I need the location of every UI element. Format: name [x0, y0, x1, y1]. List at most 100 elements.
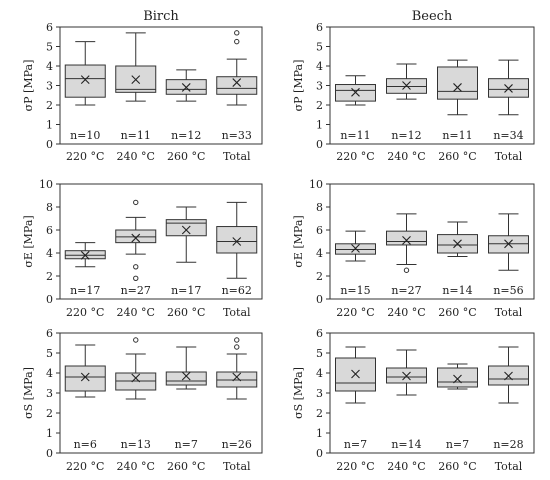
x-tick-label: 240 °C — [387, 150, 425, 163]
y-tick-label: 6 — [316, 21, 323, 34]
x-tick-label: 260 °C — [438, 460, 476, 473]
x-tick-label: 260 °C — [438, 150, 476, 163]
box-3: n=33 Total — [216, 30, 258, 163]
y-tick-label: 6 — [46, 21, 53, 34]
y-axis-label: σS [MPa] — [22, 367, 35, 419]
panel-3: 0 2 4 6 8 10 σE [MPa] n=15 220 °C n=27 240 °C n=14 2… — [292, 178, 535, 319]
y-tick-label: 4 — [316, 367, 323, 380]
outlier-point — [403, 267, 410, 273]
panel-0: 0 1 2 3 4 5 6 σP [MPa] Birch n=10 220 °C n=11 240 °C… — [22, 9, 263, 163]
y-tick-label: 2 — [316, 407, 323, 420]
mean-marker — [453, 83, 462, 92]
box-3: n=62 Total — [216, 201, 258, 319]
y-tick-label: 5 — [46, 41, 53, 54]
y-tick-label: 3 — [316, 387, 323, 400]
outlier-point — [234, 30, 240, 36]
box-iqr — [64, 64, 106, 98]
sample-size-label: n=11 — [340, 129, 370, 142]
y-tick-label: 2 — [46, 99, 53, 112]
x-tick-label: 260 °C — [167, 306, 205, 319]
panel-1: 0 1 2 3 4 5 6 σP [MPa] Beech n=11 220 °C n=12 240 °C… — [292, 9, 535, 163]
sample-size-label: n=14 — [391, 438, 421, 451]
y-tick-label: 10 — [309, 178, 323, 191]
sample-size-label: n=10 — [70, 129, 100, 142]
y-axis-label: σP [MPa] — [22, 60, 35, 112]
box-iqr — [115, 229, 157, 244]
mean-marker — [232, 372, 242, 382]
x-tick-label: Total — [495, 460, 523, 473]
plot-frame — [329, 183, 535, 300]
box-0: n=7 220 °C — [335, 346, 376, 473]
box-2: n=7 260 °C — [437, 363, 478, 473]
y-tick-label: 6 — [316, 327, 323, 340]
y-tick-label: 10 — [39, 178, 53, 191]
mean-marker — [80, 372, 90, 382]
sample-size-label: n=7 — [344, 438, 367, 451]
box-1: n=11 240 °C — [115, 32, 157, 163]
y-tick-label: 2 — [46, 407, 53, 420]
y-tick-label: 0 — [46, 447, 53, 460]
mean-marker — [453, 239, 462, 249]
mean-marker — [181, 225, 191, 235]
box-1: n=27 240 °C — [386, 213, 427, 319]
sample-size-label: n=28 — [493, 438, 523, 451]
mean-marker — [80, 75, 90, 85]
sample-size-label: n=7 — [446, 438, 469, 451]
sample-size-label: n=17 — [171, 284, 201, 297]
mean-marker — [402, 81, 411, 90]
y-tick-label: 2 — [46, 270, 53, 283]
y-tick-label: 6 — [316, 224, 323, 237]
y-tick-label: 5 — [46, 347, 53, 360]
sample-size-label: n=26 — [222, 438, 252, 451]
sample-size-label: n=13 — [121, 438, 151, 451]
outlier-point — [133, 275, 139, 281]
box-3: n=26 Total — [216, 337, 258, 473]
y-tick-label: 5 — [316, 347, 323, 360]
box-0: n=10 220 °C — [64, 41, 106, 163]
mean-marker — [351, 87, 360, 97]
mean-marker — [181, 371, 191, 381]
plot-frame — [59, 183, 263, 300]
y-axis-label: σS [MPa] — [292, 367, 305, 419]
mean-marker — [232, 237, 242, 246]
x-tick-label: Total — [495, 306, 523, 319]
panel-2: 0 2 4 6 8 10 σE [MPa] n=17 220 °C n=27 240 °C n=17 2… — [22, 178, 263, 319]
box-2: n=14 260 °C — [437, 221, 478, 319]
x-tick-label: 220 °C — [336, 460, 374, 473]
x-tick-label: 220 °C — [66, 150, 104, 163]
sample-size-label: n=6 — [74, 438, 97, 451]
box-3: n=34 Total — [488, 59, 529, 163]
y-tick-label: 3 — [46, 80, 53, 93]
y-tick-label: 3 — [46, 387, 53, 400]
y-tick-label: 1 — [316, 119, 323, 132]
y-tick-label: 4 — [46, 367, 53, 380]
y-tick-label: 1 — [46, 119, 53, 132]
plot-frame — [329, 332, 535, 454]
y-tick-label: 0 — [46, 293, 53, 306]
x-tick-label: 240 °C — [387, 306, 425, 319]
box-iqr — [216, 226, 258, 254]
x-tick-label: 240 °C — [117, 150, 155, 163]
plot-frame — [59, 332, 263, 454]
y-tick-label: 0 — [46, 138, 53, 151]
panel-5: 0 1 2 3 4 5 6 σS [MPa] n=7 220 °C n=14 240 °C n=7 260… — [292, 327, 535, 473]
mean-marker — [504, 239, 513, 249]
mean-marker — [504, 371, 513, 381]
x-tick-label: Total — [223, 460, 251, 473]
outlier-point — [234, 38, 240, 45]
y-tick-label: 1 — [316, 427, 323, 440]
box-iqr — [437, 66, 478, 100]
sample-size-label: n=33 — [222, 129, 252, 142]
y-tick-label: 0 — [316, 138, 323, 151]
y-axis-label: σP [MPa] — [292, 60, 305, 112]
y-tick-label: 4 — [46, 247, 53, 260]
y-tick-label: 1 — [46, 427, 53, 440]
sample-size-label: n=11 — [442, 129, 472, 142]
box-iqr — [386, 230, 427, 246]
mean-marker — [351, 369, 360, 379]
box-iqr — [216, 76, 258, 95]
y-tick-label: 4 — [46, 60, 53, 73]
box-3: n=28 Total — [488, 346, 529, 473]
sample-size-label: n=34 — [493, 129, 523, 142]
mean-marker — [504, 84, 513, 93]
